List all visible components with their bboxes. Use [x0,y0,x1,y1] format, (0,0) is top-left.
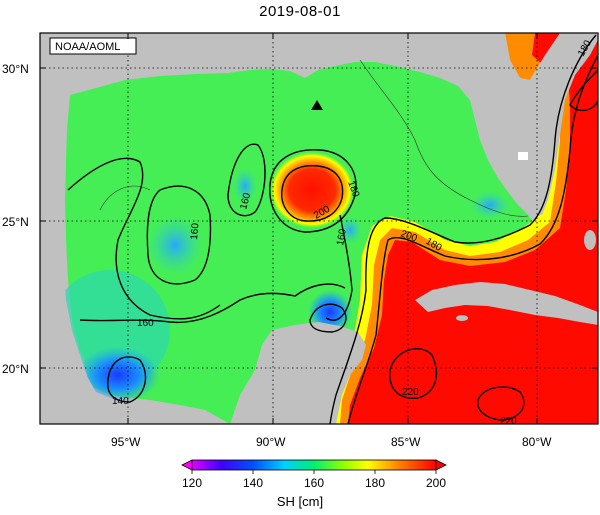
lake-okeechobee [518,152,528,160]
contour-label: 160 [189,222,201,240]
lon-label: 95°W [111,435,141,449]
contour-160-south [79,283,346,324]
contour-label: 140 [112,396,129,407]
map-title: 2019-08-01 [259,3,341,20]
lon-label: 80°W [522,435,552,449]
colorbar-gradient [191,459,437,471]
colorbar-tick: 140 [243,476,263,490]
source-box [49,37,137,55]
source-label: NOAA/AOML [55,41,120,53]
land-cuba [415,282,598,325]
colorbar-title: SH [cm] [276,494,324,509]
lat-label: 20°N [2,362,29,376]
contour-thin-west [99,185,151,211]
station-triangle-icon [311,100,323,110]
cool-eddy-southwest [76,347,160,403]
lon-label: 85°W [391,435,421,449]
contour-label: 160 [335,228,349,247]
grid-lines [40,33,598,424]
contour-180-loop [329,34,597,424]
lon-label: 90°W [256,435,286,449]
contour-220-east [477,386,525,421]
northeast-warm-core [532,33,560,64]
contour-140-southwest [107,356,147,403]
gulf-ocean [65,62,540,424]
colorbar-tick: 160 [304,476,324,490]
colorbar-tick: 120 [182,476,202,490]
cool-eddy-north [233,168,257,204]
land-isla-juventud [456,315,468,321]
lat-label: 30°N [2,62,29,76]
contour-label: 160 [137,318,154,329]
contour-140-campeche [309,303,347,333]
contour-200-eddy [281,165,344,222]
contour-160-east [325,214,353,321]
cool-eddy-central [147,215,203,275]
contour-160-west [67,157,221,320]
contour-220-west [389,347,438,399]
land-yucatan [230,322,366,424]
colorbar-low-arrow [181,459,193,471]
colorbar-high-arrow [435,459,447,471]
contour-160-central [146,185,212,285]
contour-label: 160 [238,191,253,210]
colorbar-tick: 180 [365,476,385,490]
contour-thin-north [359,59,529,217]
colorbar-tick: 200 [426,476,446,490]
contour-180-eddy [269,149,357,233]
contour-label: 220 [402,387,419,398]
loop-current-core [348,33,598,424]
contour-200-loop [347,54,598,424]
land-us-coast [40,33,598,215]
cool-eddy-florida [470,191,510,219]
contour-160-north [227,143,266,217]
colorbar: 120 140 160 180 200 [181,459,447,490]
axis-ticks [40,33,598,424]
lat-label: 25°N [2,215,29,229]
land-mexico-west [40,98,215,424]
contour-lines [67,34,598,424]
contour-label: 220 [500,416,517,427]
plot-frame [39,32,599,425]
contour-northeast [569,69,598,112]
land-bahamas [584,230,596,250]
